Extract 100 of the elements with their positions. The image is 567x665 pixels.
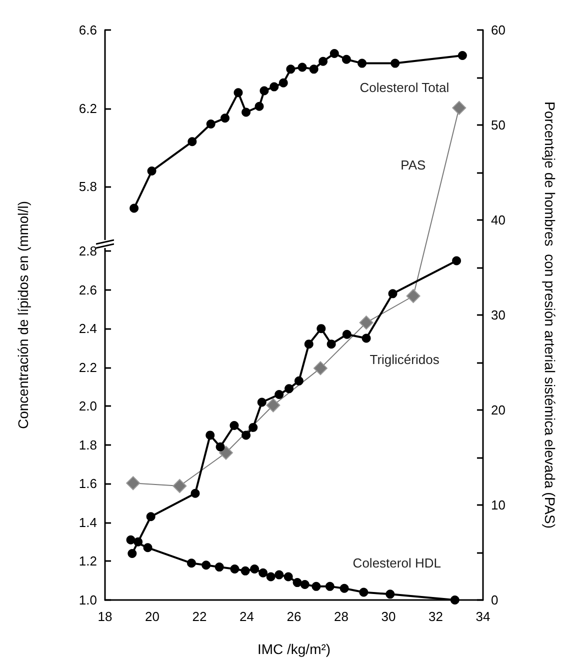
point (206, 120, 216, 129)
point (172, 479, 187, 493)
point (300, 580, 310, 589)
point (134, 537, 143, 546)
point (274, 570, 284, 580)
point (234, 88, 243, 98)
point (359, 588, 368, 597)
point (240, 566, 250, 576)
y-tick-label: 1.8 (78, 437, 97, 452)
y2-tick-label: 60 (491, 22, 506, 38)
point (274, 390, 284, 399)
point (128, 548, 137, 558)
point (406, 289, 420, 303)
point (126, 535, 136, 544)
y2-tick-label: 10 (491, 498, 506, 512)
point (284, 572, 293, 582)
point (450, 596, 460, 604)
x-tick-label: 26 (286, 609, 302, 624)
y-tick-label: 1.6 (78, 476, 97, 492)
point (126, 476, 140, 490)
point (342, 330, 352, 339)
point (313, 361, 328, 376)
y2-axis-title: Porcentaje de hombres con presión arterial sistémica elevada (PAS) (542, 102, 558, 528)
y2-tick-label: 0 (491, 592, 498, 608)
point (146, 512, 156, 522)
y-tick-label: 2.6 (78, 282, 97, 298)
point (309, 64, 318, 74)
point (214, 562, 224, 572)
point (362, 334, 371, 343)
point (325, 582, 334, 591)
point (258, 568, 268, 578)
point (250, 564, 260, 574)
point (312, 582, 321, 591)
point (292, 578, 302, 588)
point (318, 56, 328, 66)
y3-tick-label: 6.6 (78, 22, 97, 38)
x-tick-label: 24 (240, 609, 254, 624)
point (452, 100, 466, 115)
point (260, 86, 269, 96)
point (359, 316, 374, 330)
series-label: Colesterol HDL (352, 556, 441, 570)
y3-tick-label: 5.8 (78, 179, 97, 194)
point (216, 442, 225, 452)
y-tick-label: 2.2 (78, 360, 97, 375)
y-tick-label: 2.8 (78, 244, 97, 259)
x-tick-label: 28 (334, 609, 348, 624)
y-tick-label: 2.4 (78, 321, 97, 336)
point (188, 137, 197, 146)
point (254, 102, 264, 111)
point (326, 340, 336, 349)
y-axis-title: Concentración de lípidos en (mmol/l) (15, 201, 31, 429)
series-label: Colesterol Total (360, 80, 450, 95)
point (278, 78, 288, 88)
point (386, 590, 395, 599)
point (202, 560, 211, 570)
y2-tick-label: 50 (491, 118, 506, 132)
point (390, 58, 400, 68)
point (143, 543, 152, 552)
point (266, 572, 276, 582)
point (294, 376, 304, 386)
x-tick-label: 32 (428, 609, 443, 624)
point (186, 558, 196, 568)
point (388, 289, 398, 298)
point (304, 340, 314, 349)
point (270, 82, 279, 92)
y-tick-label: 1.0 (78, 592, 97, 608)
point (218, 446, 233, 460)
point (298, 62, 307, 72)
point (230, 564, 240, 574)
point (248, 422, 258, 432)
point (458, 50, 467, 60)
y3-tick-label: 6.2 (78, 100, 97, 116)
x-tick-label: 22 (192, 609, 207, 624)
point (190, 488, 200, 498)
point (266, 398, 280, 412)
point (147, 166, 156, 176)
point (206, 430, 215, 440)
x-tick-label: 20 (145, 609, 160, 624)
y2-tick-label: 40 (491, 212, 506, 228)
point (284, 384, 294, 394)
point (452, 256, 462, 266)
series-label: PAS (400, 157, 426, 172)
y-tick-label: 1.2 (78, 554, 97, 569)
x-tick-label: 34 (476, 609, 490, 624)
point (220, 114, 230, 123)
point (286, 64, 296, 74)
x-tick-label: 30 (381, 609, 396, 624)
y-tick-label: 1.4 (78, 514, 97, 530)
point (342, 54, 351, 64)
point (257, 398, 266, 407)
point (330, 49, 339, 58)
point (242, 108, 251, 117)
point (358, 58, 367, 68)
x-tick-label: 18 (98, 609, 112, 624)
y2-tick-label: 20 (491, 402, 506, 418)
point (130, 204, 139, 213)
point (242, 430, 251, 440)
point (316, 324, 326, 334)
point (230, 421, 239, 430)
series-label: Triglicéridos (370, 352, 440, 368)
